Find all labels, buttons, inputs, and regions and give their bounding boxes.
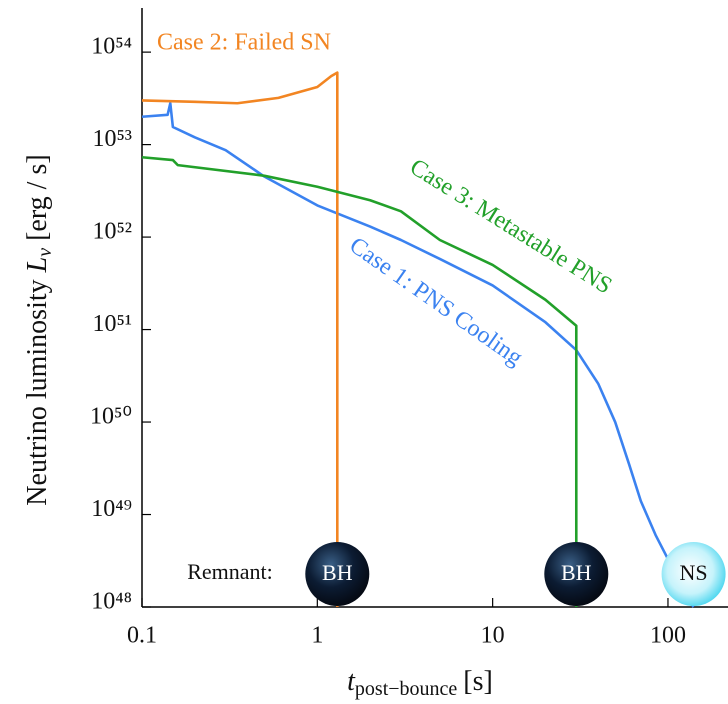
remnant-label: Remnant:: [187, 559, 273, 584]
x-axis-title: tpost−bounce [s]: [347, 666, 493, 699]
y-tick-label: 10⁴⁸: [91, 589, 132, 615]
x-symbol: t: [347, 666, 356, 697]
series-line: [141, 71, 339, 607]
x-subscript: post−bounce: [355, 678, 457, 700]
remnant-marker: [305, 542, 370, 606]
x-unit: [s]: [463, 666, 493, 697]
series-label: Case 1: PNS Cooling: [345, 232, 528, 371]
y-tick-label: 10⁵²: [92, 219, 132, 245]
y-symbol: L: [22, 257, 53, 274]
y-tick-label: 10⁵⁴: [91, 34, 132, 60]
series-line: [141, 101, 695, 608]
series-label: Case 2: Failed SN: [157, 30, 331, 56]
y-subscript: ν: [34, 248, 56, 257]
y-tick-label: 10⁵¹: [92, 311, 132, 337]
x-tick-label: 100: [650, 623, 686, 649]
remnant-text: BH: [561, 560, 592, 585]
x-tick-label: 0.1: [127, 623, 157, 649]
remnant-marker: [661, 542, 726, 606]
y-axis-title: Neutrino luminosity Lν [erg / s]: [22, 154, 55, 505]
remnant-marker: [544, 542, 609, 606]
y-tick-label: 10⁵⁰: [90, 404, 132, 430]
y-text: Neutrino luminosity: [22, 279, 53, 505]
y-unit: [erg / s]: [22, 154, 53, 241]
y-tick-label: 10⁴⁹: [91, 496, 132, 522]
remnant-text: BH: [322, 560, 353, 585]
y-tick-label: 10⁵³: [92, 126, 132, 152]
x-tick-label: 1: [311, 623, 323, 649]
remnant-text: NS: [680, 560, 708, 585]
x-tick-label: 10: [481, 623, 505, 649]
series-line: [141, 155, 578, 607]
